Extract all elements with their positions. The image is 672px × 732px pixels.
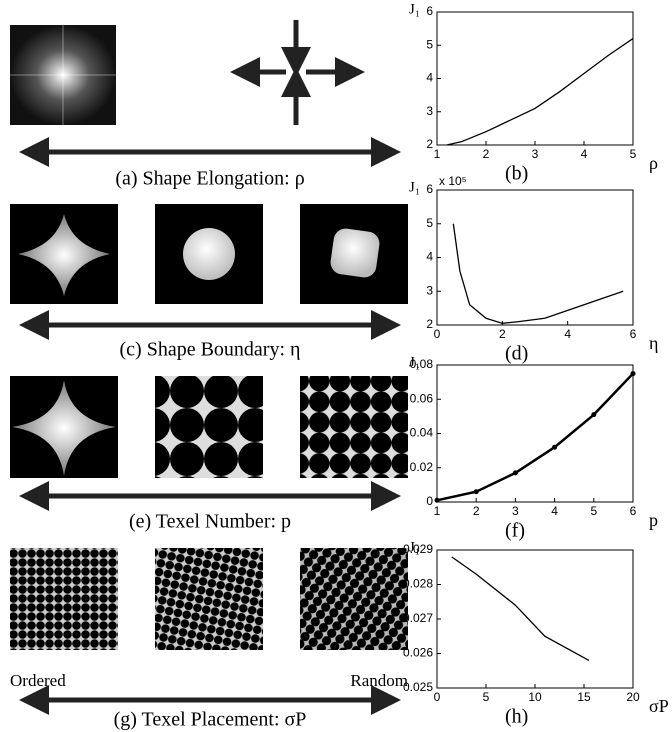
figure: (a) Shape Elongation: ρ (c) Shape Bounda… xyxy=(0,0,672,732)
plot-frame xyxy=(437,190,633,325)
data-point xyxy=(474,489,479,494)
plot-frame xyxy=(437,550,633,688)
y-tick-label: 0.027 xyxy=(403,611,433,625)
x-tick-label: 4 xyxy=(564,327,571,341)
x-tick-label: 10 xyxy=(528,690,542,704)
y-tick-label: 3 xyxy=(426,283,433,297)
x-tick-label: 2 xyxy=(499,327,506,341)
data-point xyxy=(591,412,596,417)
x-tick-label: 3 xyxy=(532,147,539,161)
y-tick-label: 2 xyxy=(426,317,433,331)
data-point xyxy=(552,445,557,450)
x-axis-label: p xyxy=(649,510,658,530)
y-tick-label: 0.04 xyxy=(410,426,434,440)
x-tick-label: 4 xyxy=(581,147,588,161)
caption: (g) Texel Placement: σP xyxy=(114,709,307,731)
y-tick-label: 5 xyxy=(426,37,433,51)
x-tick-label: 20 xyxy=(626,690,640,704)
x-tick-label: 1 xyxy=(434,147,441,161)
image-panels: (a) Shape Elongation: ρ (c) Shape Bounda… xyxy=(10,20,408,731)
image xyxy=(300,376,408,478)
y-tick-label: 4 xyxy=(426,71,433,85)
x-tick-label: 1 xyxy=(434,504,441,518)
data-line xyxy=(437,374,633,501)
image xyxy=(155,376,263,478)
plot-frame xyxy=(437,365,633,502)
x-tick-label: 15 xyxy=(577,690,591,704)
y-tick-label: 0 xyxy=(426,494,433,508)
arrow-glyph xyxy=(245,20,350,125)
y-tick-label: 4 xyxy=(426,250,433,264)
y-tick-label: 2 xyxy=(426,137,433,151)
y-tick-label: 0.02 xyxy=(410,460,434,474)
x-axis-label: η xyxy=(649,333,658,353)
x-tick-label: 2 xyxy=(483,147,490,161)
panel-label: (d) xyxy=(505,343,528,365)
x-tick-label: 3 xyxy=(512,504,519,518)
y-axis-label: J₁ xyxy=(409,354,420,370)
x-tick-label: 0 xyxy=(434,327,441,341)
caption: (c) Shape Boundary: η xyxy=(120,339,301,361)
x-tick-label: 0 xyxy=(434,690,441,704)
y-axis-label: J₁ xyxy=(409,539,420,555)
caption: (e) Texel Number: p xyxy=(129,511,291,533)
panel-label: (f) xyxy=(505,520,525,542)
data-line xyxy=(453,224,623,324)
image-detail xyxy=(183,228,235,280)
x-tick-label: 4 xyxy=(551,504,558,518)
panel-label: (h) xyxy=(505,706,528,728)
y-tick-label: 5 xyxy=(426,216,433,230)
y-tick-label: 3 xyxy=(426,104,433,118)
y-tick-label: 0.025 xyxy=(403,680,433,694)
caption: (a) Shape Elongation: ρ xyxy=(115,168,304,190)
y-tick-label: 0.028 xyxy=(403,577,433,591)
image xyxy=(155,548,263,650)
y-tick-label: 6 xyxy=(426,4,433,18)
x-tick-label: 6 xyxy=(630,327,637,341)
y-axis-label: J₁ xyxy=(409,1,420,17)
x-tick-label: 6 xyxy=(630,504,637,518)
data-point xyxy=(631,371,636,376)
data-point xyxy=(435,498,440,503)
x-tick-label: 2 xyxy=(473,504,480,518)
y-tick-label: 0.026 xyxy=(403,646,433,660)
image xyxy=(10,548,118,650)
y-tick-label: 6 xyxy=(426,182,433,196)
image xyxy=(300,548,408,650)
x-tick-label: 5 xyxy=(590,504,597,518)
data-line xyxy=(452,557,589,661)
image-detail xyxy=(329,227,381,279)
y-tick-label: 0.06 xyxy=(410,391,434,405)
placement-label: Random xyxy=(350,671,408,690)
placement-label: Ordered xyxy=(10,671,66,690)
x-axis-label: σP xyxy=(649,696,669,716)
y-multiplier: x 10⁵ xyxy=(439,174,467,188)
panel-label: (b) xyxy=(505,163,528,185)
y-axis-label: J₁ xyxy=(409,179,420,195)
data-line xyxy=(447,39,633,145)
data-point xyxy=(513,470,518,475)
plot-frame xyxy=(437,12,633,145)
x-axis-label: ρ xyxy=(649,153,658,173)
x-tick-label: 5 xyxy=(483,690,490,704)
x-tick-label: 5 xyxy=(630,147,637,161)
